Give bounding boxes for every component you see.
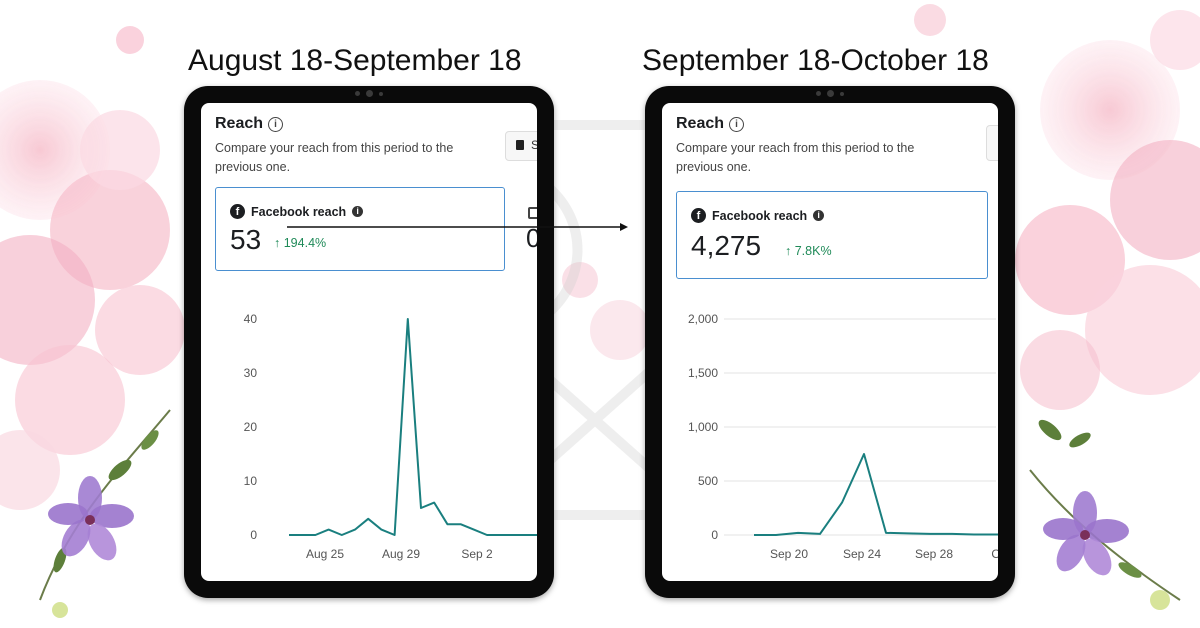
x-tick-label: Aug 25 xyxy=(306,547,344,561)
tablet-camera xyxy=(355,90,383,97)
right-period-heading: September 18-October 18 xyxy=(642,44,989,77)
info-icon[interactable]: i xyxy=(813,210,825,221)
arrow-up-icon: ↑ xyxy=(785,244,792,258)
y-tick-label: 2,000 xyxy=(688,312,718,326)
reach-description: Compare your reach from this period to t… xyxy=(676,141,915,174)
reach-change-value: 194.4% xyxy=(283,236,327,250)
reach-series-line xyxy=(754,453,998,536)
y-tick-label: 500 xyxy=(698,474,718,488)
left-period-heading: August 18-September 18 xyxy=(188,44,522,77)
reach-change-value: 7.8K% xyxy=(794,244,832,258)
y-tick-label: 10 xyxy=(244,474,258,488)
x-tick-label: Sep 2 xyxy=(461,547,493,561)
info-outline-icon[interactable]: i xyxy=(729,116,745,132)
y-tick-label: 0 xyxy=(711,528,718,542)
x-tick-label: Sep 24 xyxy=(843,547,881,561)
y-tick-label: 30 xyxy=(244,366,258,380)
reach-value: 4,275 xyxy=(691,230,762,261)
reach-change: ↑ 194.4% xyxy=(274,236,326,250)
x-tick-label: O xyxy=(991,547,998,561)
info-outline-icon[interactable]: i xyxy=(268,116,284,132)
card-label: Facebook reach xyxy=(712,208,808,223)
partial-card-value: 0 xyxy=(526,223,537,253)
left-screen: Reach i Compare your reach from this per… xyxy=(201,103,537,581)
facebook-icon: f xyxy=(230,204,245,219)
right-reach-chart: 0 500 1,000 1,500 2,000 Sep 20 Sep 24 Sep 28 O xyxy=(688,312,998,561)
card-header: f Facebook reach i xyxy=(691,208,825,223)
reach-change: ↑ 7.8K% xyxy=(785,244,832,258)
side-button[interactable] xyxy=(986,125,998,161)
right-screen: Reach i Compare your reach from this per… xyxy=(662,103,998,581)
reach-description: Compare your reach from this period to t… xyxy=(215,141,454,174)
facebook-icon: f xyxy=(691,208,706,223)
side-button-label: S xyxy=(531,138,537,152)
reach-title: Reach i xyxy=(215,115,284,133)
reach-title: Reach i xyxy=(676,115,745,133)
tablet-camera xyxy=(816,90,844,97)
y-tick-label: 1,000 xyxy=(688,420,718,434)
side-button[interactable]: S xyxy=(505,131,537,161)
reach-series-line xyxy=(289,318,537,536)
y-tick-label: 0 xyxy=(250,528,257,542)
x-tick-label: Sep 20 xyxy=(770,547,808,561)
right-tablet: Reach i Compare your reach from this per… xyxy=(645,86,1015,598)
card-label: Facebook reach xyxy=(251,204,347,219)
facebook-reach-card[interactable]: f Facebook reach i 4,275 ↑ 7.8K% xyxy=(676,191,988,279)
x-tick-label: Sep 28 xyxy=(915,547,953,561)
book-icon xyxy=(516,140,524,150)
y-tick-label: 1,500 xyxy=(688,366,718,380)
reach-title-text: Reach xyxy=(676,115,725,132)
pin-icon xyxy=(528,207,537,219)
right-flower-sprig xyxy=(52,419,1181,618)
left-tablet: Reach i Compare your reach from this per… xyxy=(184,86,554,598)
left-reach-chart: 0 10 20 30 40 Aug 25 Aug 29 Sep 2 xyxy=(244,312,537,561)
x-tick-label: Aug 29 xyxy=(382,547,420,561)
reach-title-text: Reach xyxy=(215,115,264,132)
info-icon[interactable]: i xyxy=(352,206,364,217)
left-flower-sprig xyxy=(39,409,171,601)
y-tick-label: 20 xyxy=(244,420,258,434)
reach-value: 53 xyxy=(230,224,262,255)
facebook-reach-card[interactable]: f Facebook reach i 53 ↑ 194.4% xyxy=(215,187,505,271)
card-header: f Facebook reach i xyxy=(230,204,364,219)
y-tick-label: 40 xyxy=(244,312,258,326)
arrow-up-icon: ↑ xyxy=(274,236,281,250)
